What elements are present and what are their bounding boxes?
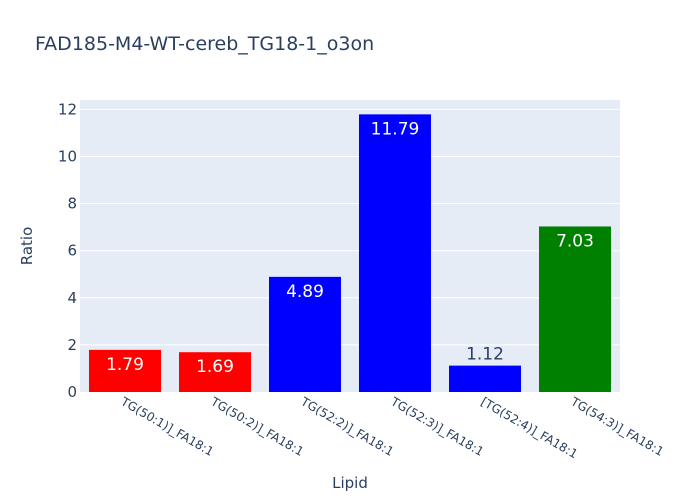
y-tick-label: 2	[67, 336, 77, 354]
x-axis-title: Lipid	[332, 474, 368, 492]
y-tick-label: 6	[67, 242, 77, 260]
x-tick-label: TG(50:1)]_FA18:1	[118, 394, 216, 459]
bar-value-label: 7.03	[556, 231, 594, 251]
plot-area	[80, 100, 620, 392]
y-tick-label: 10	[58, 148, 77, 166]
y-axis-title: Ratio	[18, 227, 36, 266]
bar	[89, 349, 161, 392]
y-tick-label: 12	[58, 100, 77, 118]
chart-title: FAD185-M4-WT-cereb_TG18-1_o3on	[35, 33, 374, 55]
bar-value-label: 1.12	[466, 345, 504, 365]
bar	[449, 365, 521, 392]
y-tick-label: 0	[67, 383, 77, 401]
y-axis-ticks: 0 2 4 6 8 10 12	[58, 100, 77, 401]
bar-value-label: 1.79	[106, 355, 144, 375]
bar	[269, 276, 341, 392]
bar	[539, 226, 611, 392]
bar-value-label: 4.89	[286, 282, 324, 302]
bar-value-label: 11.79	[371, 119, 420, 139]
bar	[179, 352, 251, 392]
y-tick-label: 8	[67, 195, 77, 213]
x-tick-label: TG(54:3)]_FA18:1	[568, 394, 666, 459]
bar	[359, 114, 431, 393]
bars: 1.79 1.69 4.89 11.79 1.12 7.03	[89, 114, 611, 393]
x-tick-label: TG(50:2)]_FA18:1	[208, 394, 306, 459]
y-tick-label: 4	[67, 289, 77, 307]
x-axis-ticks: TG(50:1)]_FA18:1TG(50:2)]_FA18:1TG(52:2)…	[118, 394, 666, 461]
gridlines	[80, 108, 620, 346]
x-tick-label: TG(52:3)]_FA18:1	[388, 394, 486, 459]
x-tick-label: [TG(52:4)]_FA18:1	[479, 394, 581, 461]
bar-value-label: 1.69	[196, 357, 234, 377]
x-tick-label: TG(52:2)]_FA18:1	[298, 394, 396, 459]
